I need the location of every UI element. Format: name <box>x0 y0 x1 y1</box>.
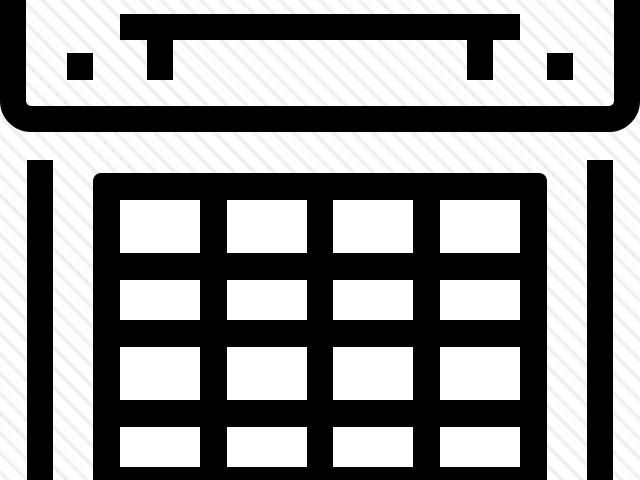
cell <box>120 200 200 253</box>
grid-frame <box>93 173 547 480</box>
handle-bar <box>120 14 520 40</box>
cell <box>333 347 413 400</box>
cell <box>120 347 200 400</box>
header-frame <box>0 0 640 132</box>
handle-leg-right <box>467 40 493 80</box>
cell <box>440 280 520 320</box>
grid-cells <box>120 200 520 467</box>
cell <box>120 427 200 467</box>
cell <box>440 427 520 467</box>
handle-leg-left <box>147 40 173 80</box>
dot-right <box>547 53 573 80</box>
cell <box>333 280 413 320</box>
cell <box>227 280 307 320</box>
cell <box>227 200 307 253</box>
cell <box>440 200 520 253</box>
cell <box>333 427 413 467</box>
dot-left <box>67 53 93 80</box>
cell <box>227 427 307 467</box>
cell <box>333 200 413 253</box>
cell <box>227 347 307 400</box>
cell <box>440 347 520 400</box>
side-bar-left <box>27 160 53 480</box>
cell <box>120 280 200 320</box>
side-bar-right <box>587 160 613 480</box>
